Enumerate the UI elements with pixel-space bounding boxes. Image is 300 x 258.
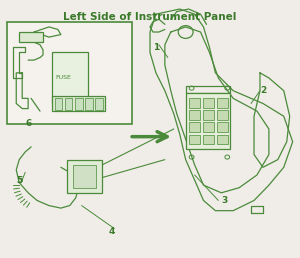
Bar: [95, 98, 103, 110]
Bar: [189, 122, 200, 132]
Text: 3: 3: [221, 196, 227, 205]
Bar: [52, 96, 105, 111]
Bar: [203, 98, 214, 108]
Text: 5: 5: [16, 175, 22, 184]
Bar: [189, 110, 200, 120]
Bar: [67, 160, 102, 193]
Bar: [186, 93, 230, 149]
Text: 5: 5: [16, 175, 22, 184]
Bar: [217, 110, 229, 120]
Bar: [203, 110, 214, 120]
Text: 6: 6: [25, 119, 31, 128]
Bar: [203, 122, 214, 132]
Bar: [217, 135, 229, 144]
Bar: [73, 165, 97, 188]
Bar: [189, 135, 200, 144]
Bar: [189, 98, 200, 108]
Text: Left Side of Instrument Panel: Left Side of Instrument Panel: [63, 12, 237, 22]
Bar: [7, 22, 132, 124]
Text: 4: 4: [108, 227, 115, 236]
Bar: [19, 32, 43, 42]
Bar: [217, 98, 229, 108]
Text: 1: 1: [153, 43, 159, 52]
Bar: [52, 52, 88, 103]
Bar: [203, 135, 214, 144]
Bar: [85, 98, 93, 110]
Bar: [217, 122, 229, 132]
Bar: [75, 98, 82, 110]
Text: 2: 2: [260, 86, 266, 95]
Bar: [65, 98, 72, 110]
Text: FUSE: FUSE: [56, 75, 72, 80]
Bar: [55, 98, 62, 110]
